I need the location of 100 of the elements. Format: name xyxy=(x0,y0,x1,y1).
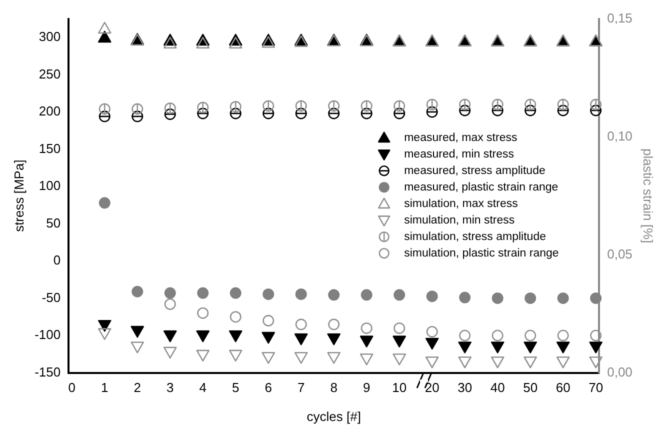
point xyxy=(360,322,372,334)
y-tick-label: 250 xyxy=(38,66,61,82)
point xyxy=(394,108,406,120)
x-axis-title: cycles [#] xyxy=(306,408,361,424)
legend-label: simulation, plastic strain range xyxy=(404,247,559,260)
point xyxy=(426,290,438,302)
y2-tick-label: 0,05 xyxy=(607,246,632,262)
point xyxy=(163,346,177,359)
point xyxy=(230,311,242,323)
point xyxy=(130,326,144,338)
x-tick-label: 30 xyxy=(458,380,472,396)
point xyxy=(394,289,406,301)
point xyxy=(164,298,176,310)
y-tick-label: 200 xyxy=(38,104,61,119)
x-tick-label: 6 xyxy=(264,380,272,396)
point xyxy=(392,353,406,366)
point xyxy=(164,287,176,299)
point xyxy=(294,333,308,346)
point xyxy=(262,332,276,344)
legend-label: measured, plastic strain range xyxy=(404,181,558,194)
y2-tick-label: 0,10 xyxy=(607,128,632,144)
point xyxy=(392,336,406,348)
point xyxy=(163,330,177,342)
point xyxy=(262,36,276,48)
point xyxy=(557,98,569,110)
point xyxy=(98,320,112,332)
point xyxy=(98,22,112,34)
point xyxy=(556,342,570,354)
point xyxy=(590,98,602,110)
y-tick-label: 100 xyxy=(38,178,61,194)
x-tick-label: 60 xyxy=(556,380,570,396)
point xyxy=(360,289,372,301)
point xyxy=(230,108,242,120)
point xyxy=(590,292,602,304)
point xyxy=(164,108,176,120)
point xyxy=(228,330,242,342)
point xyxy=(360,100,372,112)
point xyxy=(228,350,242,362)
point xyxy=(328,100,340,112)
y-tick-label: -100 xyxy=(34,327,61,342)
point xyxy=(590,104,602,116)
point xyxy=(295,288,307,300)
x-tick-label: 4 xyxy=(199,380,206,396)
point xyxy=(492,330,504,342)
x-tick-label: 70 xyxy=(588,380,604,396)
point xyxy=(130,342,144,354)
x-tick-label: 9 xyxy=(362,380,370,396)
x-tick-label: 5 xyxy=(232,380,240,396)
point xyxy=(459,98,471,110)
point xyxy=(524,356,537,368)
point xyxy=(164,102,176,114)
y-tick-label: 0 xyxy=(53,252,61,268)
point xyxy=(524,98,536,110)
point xyxy=(425,338,439,350)
point xyxy=(394,322,406,334)
point xyxy=(228,36,242,49)
point xyxy=(295,318,307,330)
point xyxy=(524,342,537,354)
point xyxy=(132,286,144,298)
legend-label: measured, stress amplitude xyxy=(404,164,546,177)
legend-label: simulation, min stress xyxy=(404,214,515,226)
point xyxy=(556,356,570,368)
point xyxy=(589,342,602,354)
point xyxy=(196,330,210,342)
point xyxy=(590,330,602,342)
point xyxy=(132,110,144,122)
x-tick-label: 1 xyxy=(101,380,108,396)
x-tick-label: 3 xyxy=(166,380,174,396)
point xyxy=(557,330,569,342)
x-tick-label: 10 xyxy=(392,380,407,396)
y-tick-label: 300 xyxy=(38,29,61,44)
point xyxy=(328,289,340,301)
point xyxy=(98,103,110,115)
x-tick-label: 20 xyxy=(424,380,440,396)
point xyxy=(327,333,341,346)
point xyxy=(425,356,439,368)
y-tick-label: 150 xyxy=(38,140,61,156)
legend-label: simulation, stress amplitude xyxy=(404,230,546,243)
point xyxy=(294,352,308,364)
point xyxy=(524,292,536,304)
point xyxy=(98,328,112,340)
point xyxy=(557,292,569,304)
point xyxy=(589,356,602,368)
y-tick-label: -150 xyxy=(34,364,61,380)
y-axis-title: stress [MPa] xyxy=(11,160,26,232)
point xyxy=(459,104,471,116)
point xyxy=(524,330,536,342)
point xyxy=(459,292,471,304)
point xyxy=(262,352,276,364)
point xyxy=(262,288,274,300)
point xyxy=(328,318,340,330)
point xyxy=(197,102,209,114)
point xyxy=(459,330,471,342)
legend-label: measured, max stress xyxy=(404,132,518,144)
y-tick-label: -50 xyxy=(42,290,61,305)
y2-axis-title: plastic strain [%] xyxy=(640,148,656,244)
y2-tick-label: 0,15 xyxy=(607,10,632,26)
point xyxy=(262,314,274,326)
point xyxy=(328,108,340,120)
x-tick-label: 0 xyxy=(68,380,76,396)
